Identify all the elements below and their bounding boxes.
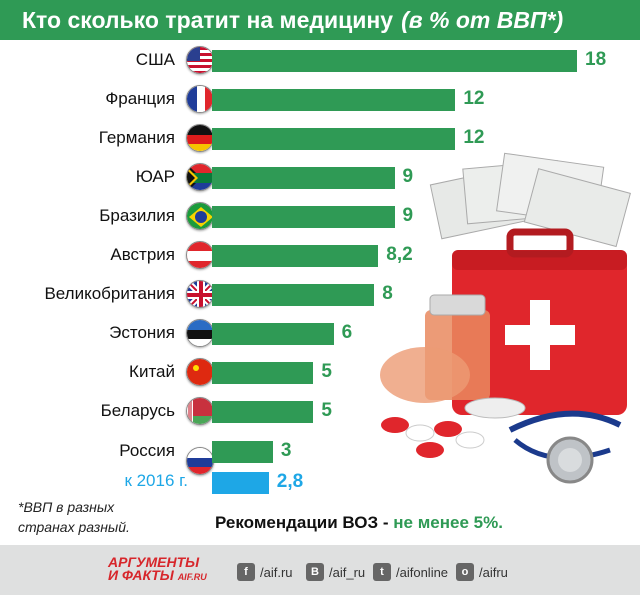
- category-label: к 2016 г.: [124, 471, 188, 490]
- category-label: Германия: [98, 128, 175, 147]
- social-link-label: /aifonline: [396, 564, 449, 580]
- chart-title: Кто сколько тратит на медицину: [22, 6, 394, 33]
- pill-bottle-icon: [380, 294, 490, 403]
- flag-icon: [186, 397, 214, 425]
- aif-logo[interactable]: АРГУМЕНТЫ И ФАКТЫ AIF.RU: [108, 554, 207, 584]
- pills-icon: [381, 397, 526, 458]
- social-link-label: /aifru: [479, 564, 508, 580]
- flag-icon: [186, 280, 214, 308]
- social-link[interactable]: о/aifru: [456, 563, 508, 581]
- flag-icon: [186, 202, 214, 230]
- bar: [212, 128, 456, 150]
- odnoklassniki-icon: о: [456, 563, 474, 581]
- flag-icon: [186, 358, 214, 386]
- bar: [212, 284, 375, 306]
- category-label: США: [135, 50, 175, 69]
- recommendation-prefix: Рекомендации ВОЗ -: [215, 513, 394, 532]
- value-label: 18: [585, 49, 607, 70]
- category-label: Франция: [105, 89, 175, 108]
- first-aid-kit-icon: [452, 228, 627, 415]
- recommendation-highlight: не менее 5%.: [393, 513, 503, 532]
- bar: [212, 323, 334, 345]
- money-banknotes-icon: [429, 152, 631, 248]
- value-label: 3: [280, 440, 292, 461]
- twitter-icon: t: [373, 563, 391, 581]
- flag-icon: [186, 447, 214, 475]
- bar: [212, 441, 273, 463]
- category-label: Австрия: [110, 245, 175, 264]
- bar: [212, 472, 269, 494]
- bar: [212, 167, 395, 189]
- social-link[interactable]: t/aifonline: [373, 563, 448, 581]
- value-label: 9: [402, 205, 414, 226]
- bar: [212, 401, 314, 423]
- who-recommendation: Рекомендации ВОЗ - не менее 5%.: [215, 513, 503, 533]
- category-label: Великобритания: [44, 284, 175, 303]
- footnote: *ВВП в разных странах разный.: [18, 499, 130, 535]
- vk-icon: В: [306, 563, 324, 581]
- flag-icon: [186, 319, 214, 347]
- flag-icon: [186, 241, 214, 269]
- medical-kit-illustration: [380, 152, 631, 484]
- stethoscope-icon: [508, 410, 622, 484]
- value-label: 8,2: [386, 244, 413, 265]
- social-link-label: /aif_ru: [329, 564, 366, 580]
- chart-subtitle: (в % от ВВП*): [401, 6, 564, 33]
- bar: [212, 206, 395, 228]
- logo-line1: АРГУМЕНТЫ: [108, 554, 200, 570]
- category-label: Китай: [129, 362, 175, 381]
- value-label: 5: [321, 361, 332, 382]
- value-label: 12: [463, 88, 485, 109]
- value-label: 6: [341, 322, 353, 343]
- flag-icon: [186, 163, 214, 191]
- social-link[interactable]: f/aif.ru: [237, 563, 293, 581]
- flag-icon: [186, 124, 214, 152]
- category-label: Эстония: [109, 323, 175, 342]
- logo-site: AIF.RU: [177, 572, 207, 582]
- logo-line2: И ФАКТЫ: [108, 567, 174, 583]
- chart-header: Кто сколько тратит на медицину (в % от В…: [0, 0, 640, 40]
- facebook-icon: f: [237, 563, 255, 581]
- social-link[interactable]: В/aif_ru: [306, 563, 365, 581]
- flag-icon: [186, 46, 214, 74]
- bar: [212, 245, 379, 267]
- bar: [212, 362, 314, 384]
- bar: [212, 89, 456, 111]
- bar: [212, 50, 577, 72]
- social-link-label: /aif.ru: [260, 564, 293, 580]
- flag-icon: [186, 85, 214, 113]
- value-label: 8: [382, 283, 393, 304]
- value-label: 5: [321, 400, 332, 421]
- category-label: Бразилия: [99, 206, 175, 225]
- category-label: Беларусь: [100, 401, 175, 420]
- value-label: 9: [402, 166, 414, 187]
- value-label: 12: [463, 127, 485, 148]
- value-label: 2,8: [276, 471, 304, 492]
- category-label: Россия: [119, 441, 175, 460]
- category-label: ЮАР: [135, 167, 175, 186]
